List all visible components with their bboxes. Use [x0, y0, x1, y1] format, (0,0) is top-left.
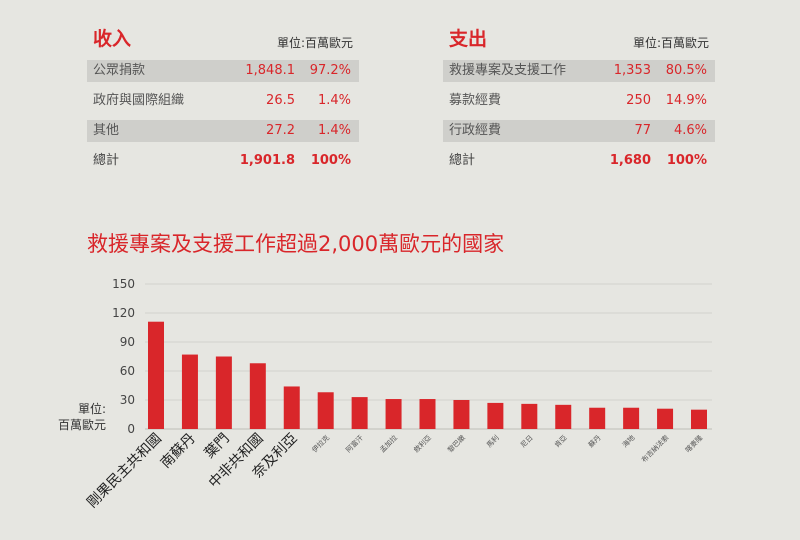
y-axis-label-line: 百萬歐元	[58, 417, 106, 432]
bar	[283, 386, 300, 429]
bar	[555, 404, 572, 429]
expense-row: 行政經費 77 4.6%	[443, 120, 715, 142]
income-row-percent: 97.2%	[309, 63, 351, 78]
income-row-label: 公眾捐款	[93, 63, 146, 78]
income-row: 公眾捐款 1,848.1 97.2%	[87, 60, 359, 82]
expense-row-percent: 80.5%	[665, 63, 707, 78]
category-label: 海地	[620, 433, 636, 449]
bar	[589, 407, 606, 429]
expense-total-amount: 1,680	[609, 153, 651, 168]
expense-total-percent: 100%	[666, 153, 707, 168]
y-axis-label-line: 單位:	[78, 401, 106, 416]
y-tick-label: 90	[120, 335, 135, 349]
y-tick-label: 150	[112, 277, 135, 291]
income-panel: 收入 單位:百萬歐元 公眾捐款 1,848.1 97.2% 政府與國際組織 26…	[87, 22, 359, 180]
bar	[657, 408, 674, 429]
y-tick-label: 60	[120, 364, 135, 378]
category-label: 蘇丹	[586, 433, 602, 449]
income-total-amount: 1,901.8	[239, 153, 295, 168]
income-unit: 單位:百萬歐元	[276, 36, 353, 50]
income-row-amount: 26.5	[266, 93, 295, 108]
income-row: 其他 27.2 1.4%	[87, 120, 359, 142]
category-label: 尼日	[519, 434, 535, 450]
category-label: 布吉納法索	[639, 433, 670, 464]
bar	[181, 354, 198, 429]
y-tick-label: 0	[127, 422, 135, 436]
category-label: 喀麥隆	[683, 433, 704, 454]
chart-title: 救援專案及支援工作超過2,000萬歐元的國家	[87, 232, 505, 256]
bar	[215, 356, 232, 429]
expense-row-amount: 250	[626, 93, 651, 108]
income-row-percent: 1.4%	[317, 93, 351, 108]
bar	[249, 363, 266, 429]
category-label: 馬利	[485, 433, 501, 449]
category-label: 伊拉克	[310, 433, 331, 454]
bar	[691, 409, 707, 429]
grid-layer	[145, 283, 712, 430]
bar	[453, 400, 470, 429]
category-label: 剛果民主共和國	[84, 431, 165, 512]
bar	[487, 402, 504, 429]
y-tick-layer: 0 30 60 90 120 150	[112, 277, 135, 436]
income-title: 收入	[93, 28, 132, 50]
category-label: 肯亞	[552, 433, 568, 449]
income-total-percent: 100%	[310, 153, 351, 168]
category-label: 阿富汗	[344, 433, 365, 454]
y-axis-label: 單位:百萬歐元	[58, 401, 106, 432]
bar	[521, 403, 538, 429]
expense-row-percent: 14.9%	[665, 93, 707, 108]
category-label: 黎巴嫩	[446, 433, 467, 454]
expense-total-label: 總計	[449, 153, 476, 168]
y-tick-label: 30	[120, 393, 135, 407]
bar	[623, 407, 640, 429]
expense-row-label: 募款經費	[449, 93, 502, 108]
bar	[317, 392, 334, 429]
income-row-label: 政府與國際組織	[93, 93, 185, 108]
category-label: 南蘇丹	[158, 431, 199, 472]
bar	[385, 399, 402, 429]
expense-row: 募款經費 250 14.9%	[443, 90, 715, 112]
income-row-label: 其他	[93, 123, 120, 138]
bar	[419, 399, 436, 429]
income-row-amount: 1,848.1	[245, 63, 295, 78]
income-row-percent: 1.4%	[317, 123, 351, 138]
expense-unit: 單位:百萬歐元	[632, 36, 709, 50]
income-total-row: 總計 1,901.8 100%	[87, 150, 359, 172]
income-row-amount: 27.2	[266, 123, 295, 138]
expense-panel: 支出 單位:百萬歐元 救援專案及支援工作 1,353 80.5% 募款經費 25…	[443, 22, 715, 180]
expense-row-amount: 77	[634, 123, 651, 138]
expense-row-label: 行政經費	[449, 123, 502, 138]
bar	[351, 397, 368, 429]
expense-row-label: 救援專案及支援工作	[449, 63, 567, 78]
bar-layer	[148, 321, 707, 429]
expense-title: 支出	[449, 28, 488, 50]
category-label: 敘利亞	[412, 433, 433, 454]
category-label: 孟加拉	[378, 433, 399, 454]
bar	[148, 321, 164, 429]
income-row: 政府與國際組織 26.5 1.4%	[87, 90, 359, 112]
expense-row-amount: 1,353	[613, 63, 651, 78]
expense-total-row: 總計 1,680 100%	[443, 150, 715, 172]
expense-row: 救援專案及支援工作 1,353 80.5%	[443, 60, 715, 82]
y-tick-label: 120	[112, 306, 135, 320]
expense-row-percent: 4.6%	[673, 123, 707, 138]
income-total-label: 總計	[93, 153, 120, 168]
